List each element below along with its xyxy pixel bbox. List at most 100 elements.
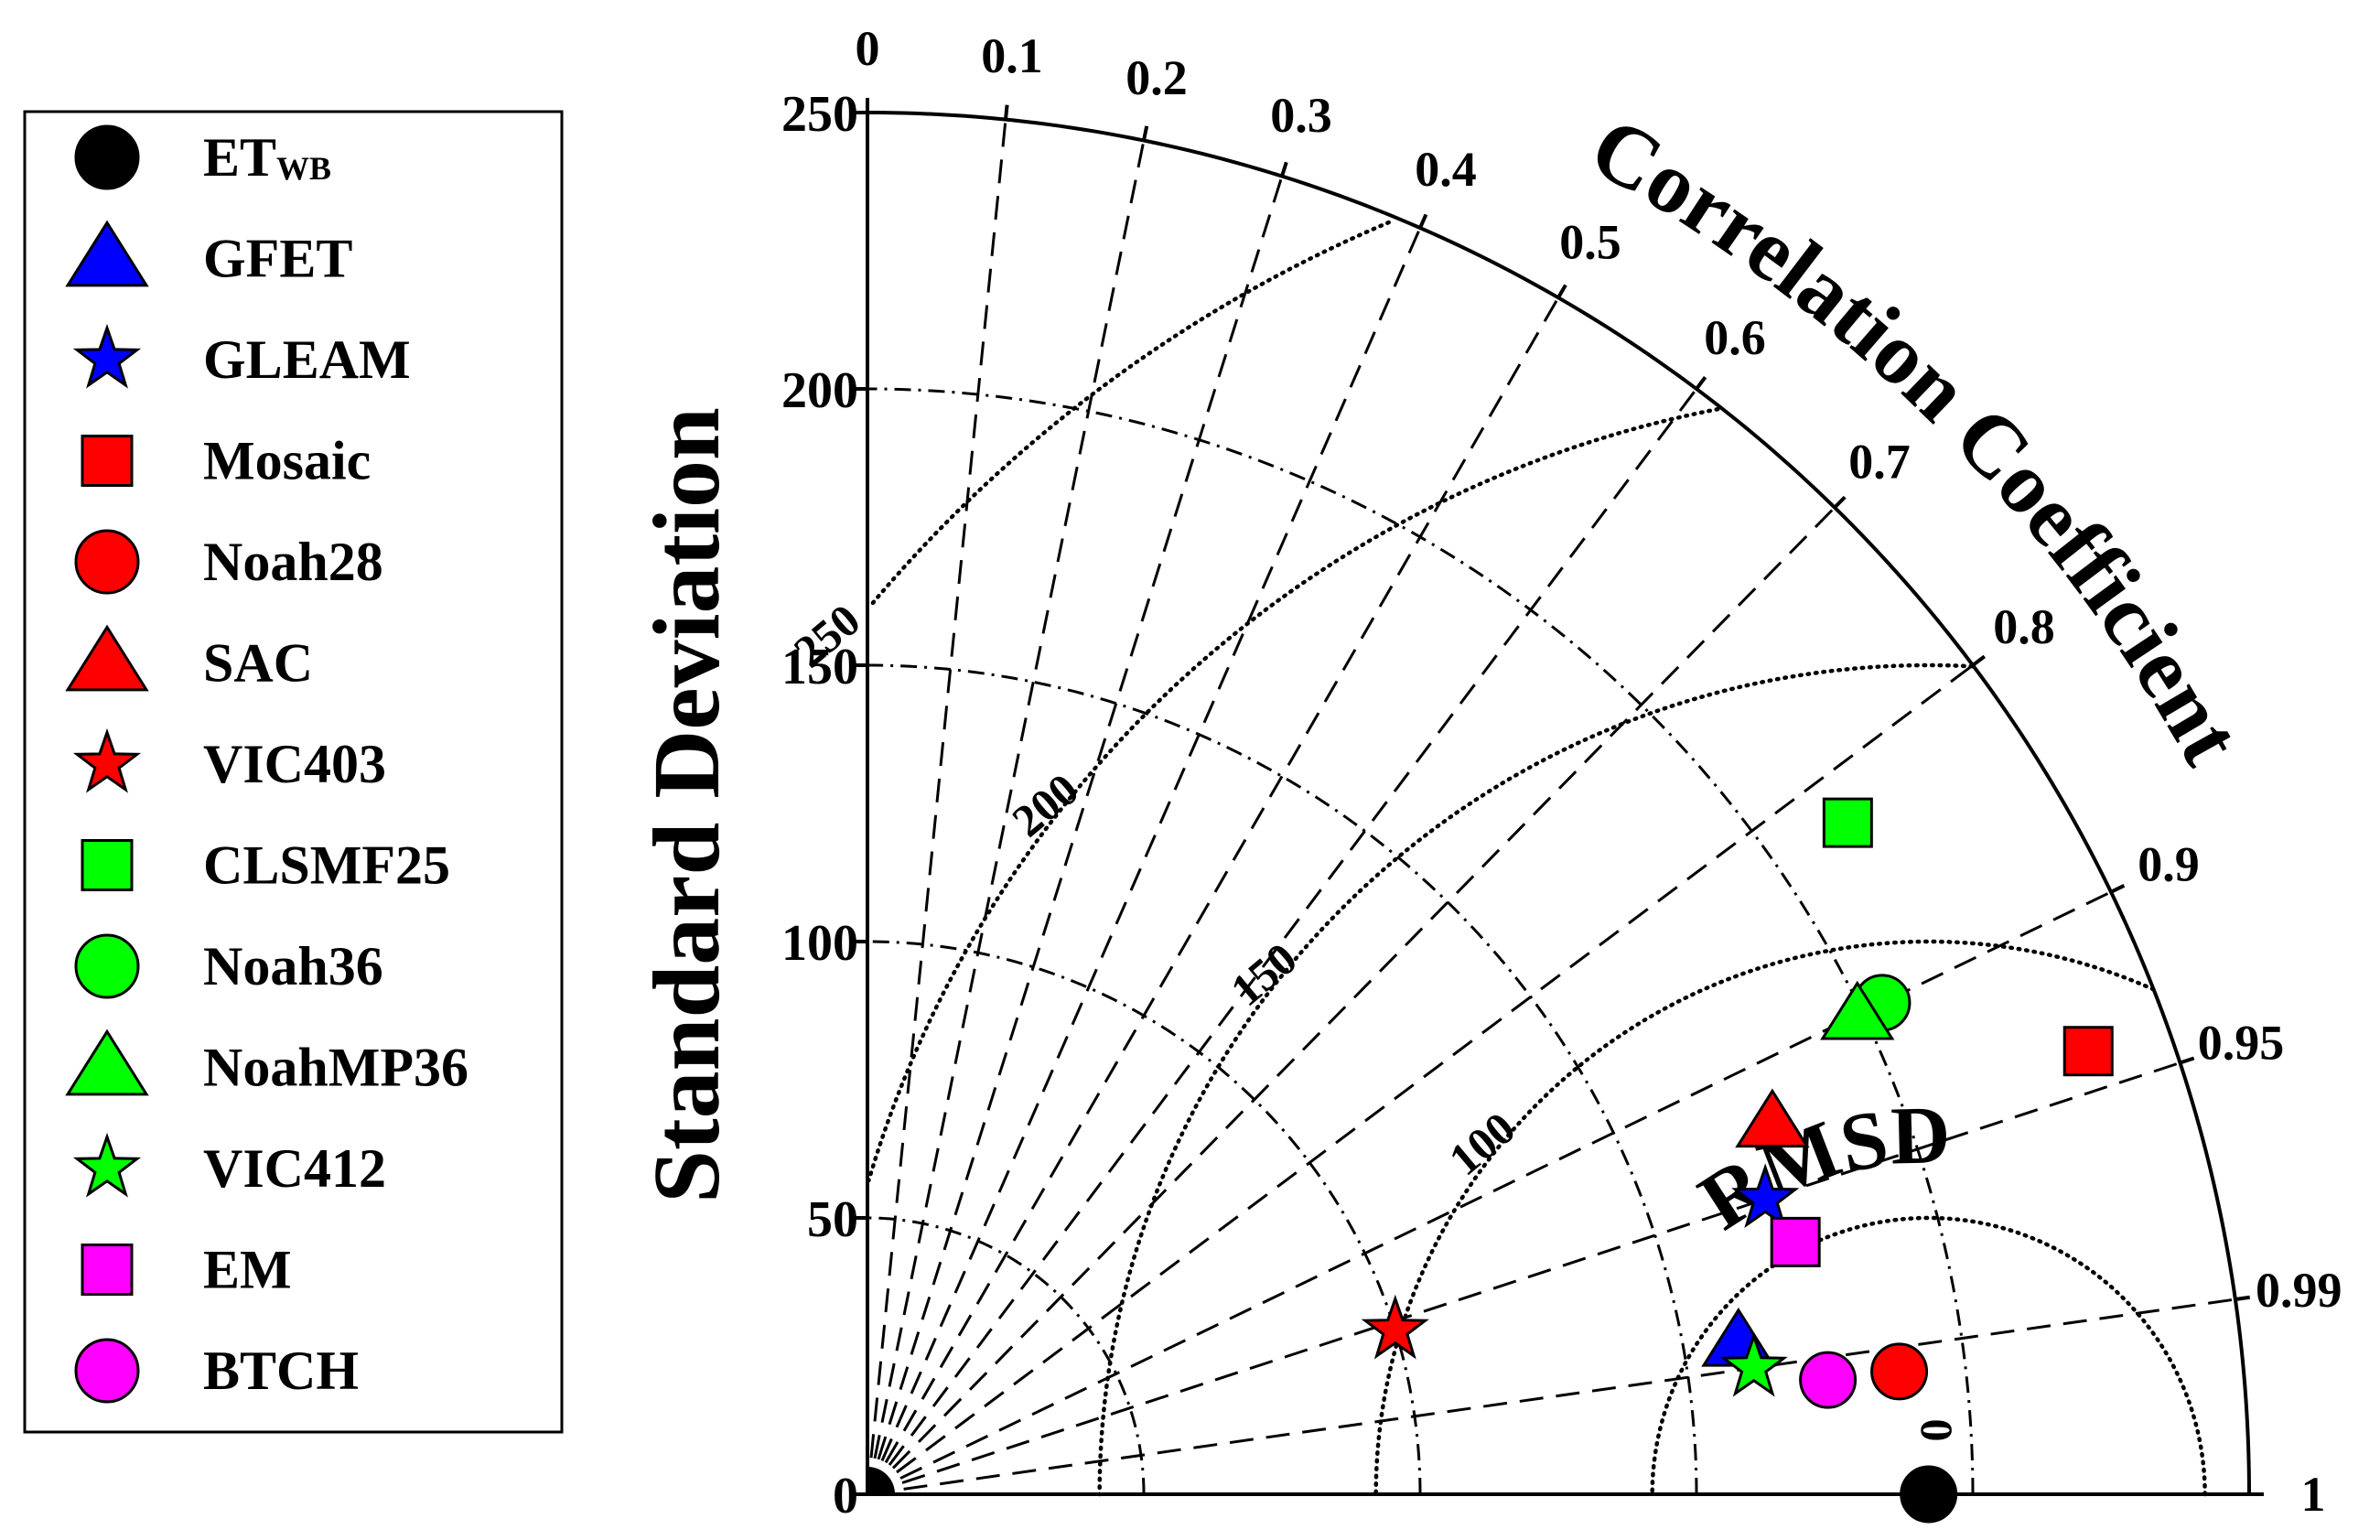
legend-item: NoahMP36 (65, 1028, 468, 1098)
marker-triangle (65, 1028, 149, 1096)
legend-label: GLEAM (203, 329, 411, 390)
legend-item: EM (81, 1240, 292, 1300)
legend-label: NoahMP36 (203, 1038, 468, 1098)
std-arc (867, 1216, 1146, 1495)
correlation-line (866, 506, 1836, 1496)
legend-label: GFET (203, 229, 352, 289)
marker-em (1770, 1216, 1821, 1267)
legend-label: VIC412 (203, 1138, 386, 1199)
correlation-tick-mark (1695, 376, 1707, 391)
correlation-tick-mark (1556, 284, 1567, 299)
axes-frame (866, 111, 2251, 1496)
legend: ETWBGFETGLEAMMosaicNoah28SACVIC403CLSMF2… (23, 110, 564, 1434)
rmsd-arc (867, 406, 1720, 1183)
correlation-tick-label: 0.4 (1415, 142, 1477, 197)
correlation-line (866, 119, 1007, 1495)
marker-circle (74, 1338, 140, 1404)
legend-item: Noah36 (74, 933, 383, 999)
rmsd-tick-label: 0 (1910, 1419, 1961, 1442)
data-markers (1361, 797, 2114, 1524)
marker-square (81, 839, 134, 891)
correlation-tick-label: 0.9 (2138, 836, 2200, 891)
marker-noahmp36 (1820, 980, 1895, 1040)
correlation-line (867, 1061, 2181, 1496)
marker-square (1822, 797, 1873, 848)
legend-label: CLSMF25 (203, 835, 450, 896)
correlation-axis-label-path: Correlation Coefficient (1575, 97, 2261, 780)
marker-star (1361, 1294, 1429, 1360)
marker-sac (1735, 1088, 1810, 1148)
marker-btch (1799, 1351, 1858, 1409)
legend-item: Noah28 (74, 529, 383, 595)
marker-vic403 (1361, 1294, 1429, 1360)
marker-triangle (65, 220, 149, 287)
legend-item: BTCH (74, 1338, 359, 1404)
legend-item: GLEAM (72, 323, 411, 390)
marker-circle (1799, 1351, 1858, 1409)
correlation-axis-label: Correlation Coefficient (1575, 97, 2261, 780)
legend-label: EM (203, 1240, 292, 1300)
legend-item: CLSMF25 (81, 835, 450, 896)
correlation-line (866, 227, 1422, 1495)
marker-star (72, 323, 142, 389)
marker-circle (74, 933, 140, 999)
legend-label: Mosaic (203, 431, 371, 491)
marker-star (1719, 1331, 1788, 1397)
legend-label: VIC403 (203, 734, 386, 794)
std-tick-label: 0 (833, 1468, 858, 1524)
marker-circle (74, 124, 140, 190)
correlation-tick-label: 0 (856, 21, 880, 76)
marker-mosaic (2062, 1026, 2114, 1077)
marker-square (1770, 1216, 1821, 1267)
legend-item: Mosaic (81, 431, 371, 491)
std-arc (867, 940, 1422, 1495)
marker-triangle (1820, 980, 1895, 1040)
marker-star (1731, 1163, 1800, 1229)
marker-star (72, 1132, 142, 1198)
correlation-tick-label: 0.99 (2256, 1263, 2342, 1318)
correlation-tick-label: 0.3 (1270, 88, 1332, 143)
correlation-line (866, 176, 1284, 1495)
legend-item: GFET (65, 220, 352, 289)
correlation-tick-label: 0.1 (981, 28, 1043, 83)
rmsd-arc (1650, 1215, 2207, 1497)
legend-label-subscript: WB (276, 150, 331, 187)
marker-triangle (1735, 1088, 1810, 1148)
rmsd-arc (1097, 662, 1975, 1497)
correlation-tick-mark (1971, 654, 1987, 667)
correlation-tick-label: 0.2 (1125, 50, 1188, 105)
correlation-tick-mark (2110, 884, 2126, 894)
marker-circle (74, 529, 140, 595)
rmsd-arc (867, 220, 1391, 608)
correlation-tick-label: 0.5 (1559, 215, 1621, 270)
marker-vic412 (1719, 1331, 1788, 1397)
legend-label: Noah28 (203, 532, 383, 592)
correlation-tick-label: 0.7 (1848, 435, 1911, 490)
marker-et (1900, 1465, 1958, 1524)
correlation-tick-mark (1142, 125, 1149, 141)
correlation-line (866, 140, 1146, 1495)
correlation-tick-mark (1280, 161, 1288, 178)
correlation-tick-mark (2235, 1295, 2251, 1301)
correlation-tick-label: 1 (2301, 1467, 2326, 1522)
correlation-tick-label: 0.8 (1993, 599, 2055, 654)
std-tick-label: 150 (781, 639, 858, 695)
correlation-tick-label: 0.95 (2198, 1016, 2285, 1071)
correlation-tick-mark (2179, 1056, 2195, 1065)
rmsd-arc (1373, 939, 2156, 1497)
marker-triangle (65, 624, 149, 692)
correlation-line (867, 663, 1974, 1496)
marker-square (81, 1244, 134, 1296)
std-tick-label: 100 (781, 915, 858, 972)
marker-clsmf25 (1822, 797, 1873, 848)
marker-star (72, 727, 142, 793)
rmsd-tick-label: 150 (1221, 932, 1306, 1016)
std-arc (867, 387, 1975, 1495)
std-tick-label: 50 (807, 1191, 858, 1248)
marker-gleam (1731, 1163, 1800, 1229)
correlation-tick-label: 0.6 (1704, 310, 1766, 365)
marker-circle (1870, 1342, 1929, 1401)
correlation-line (867, 890, 2112, 1496)
outer-arc (867, 111, 2251, 1495)
